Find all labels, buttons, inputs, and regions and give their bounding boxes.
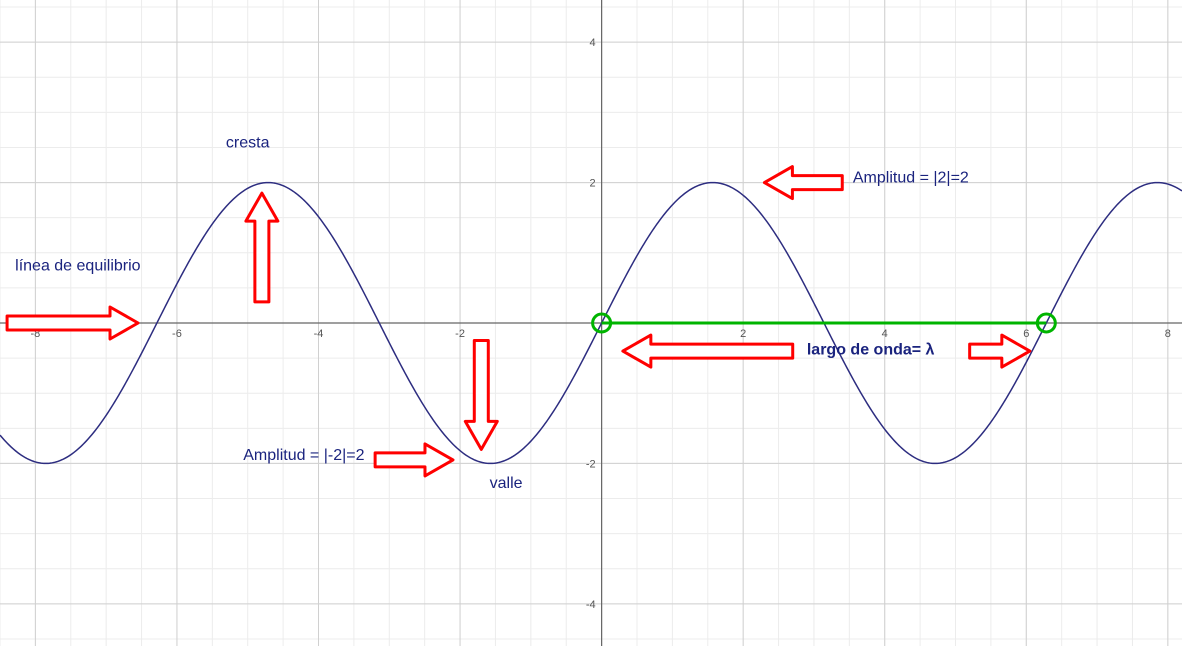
label-amp_neg: Amplitud = |-2|=2: [243, 447, 364, 464]
label-wavelength: largo de onda= λ: [807, 342, 935, 359]
label-equilibrio: línea de equilibrio: [15, 257, 141, 274]
x-tick-label: 4: [882, 328, 888, 340]
x-tick-label: 6: [1023, 328, 1029, 340]
x-tick-label: 8: [1165, 328, 1171, 340]
y-tick-label: -2: [586, 458, 596, 470]
label-valle: valle: [490, 475, 523, 492]
wave-chart: -8-6-4-22468-4-224crestalínea de equilib…: [0, 0, 1182, 646]
x-tick-label: -2: [455, 328, 465, 340]
y-tick-label: -4: [586, 599, 596, 611]
x-tick-label: -4: [314, 328, 324, 340]
y-tick-label: 2: [589, 178, 595, 190]
label-cresta: cresta: [226, 134, 270, 151]
x-tick-label: 2: [740, 328, 746, 340]
x-tick-label: -6: [172, 328, 182, 340]
y-tick-label: 4: [589, 37, 595, 49]
label-amp_pos: Amplitud = |2|=2: [853, 170, 969, 187]
